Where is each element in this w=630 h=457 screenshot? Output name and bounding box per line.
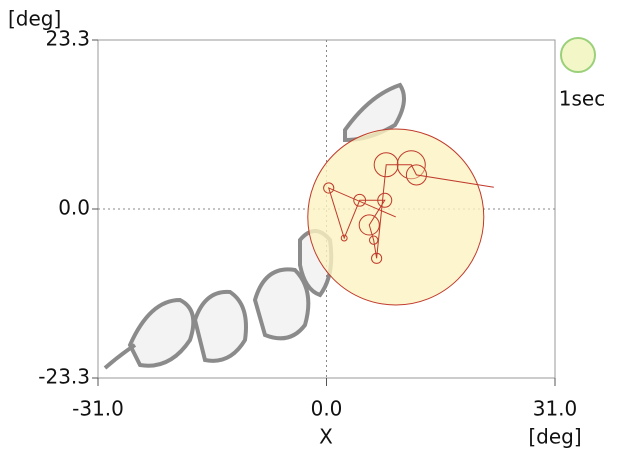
x-tick-label: 31.0: [533, 397, 578, 421]
x-axis-label: X: [319, 425, 333, 449]
y-tick-label: -23.3: [38, 365, 90, 389]
x-tick-label: -31.0: [72, 397, 124, 421]
y-axis-unit: [deg]: [8, 7, 61, 31]
x-tick-label: 0.0: [311, 397, 343, 421]
y-tick-label: 23.3: [45, 27, 90, 51]
y-tick-label: 0.0: [58, 196, 90, 220]
x-axis-unit: [deg]: [528, 425, 581, 449]
legend-marker: [560, 37, 596, 73]
scan-path: [327, 164, 494, 259]
legend-label: 1sec: [559, 87, 605, 111]
